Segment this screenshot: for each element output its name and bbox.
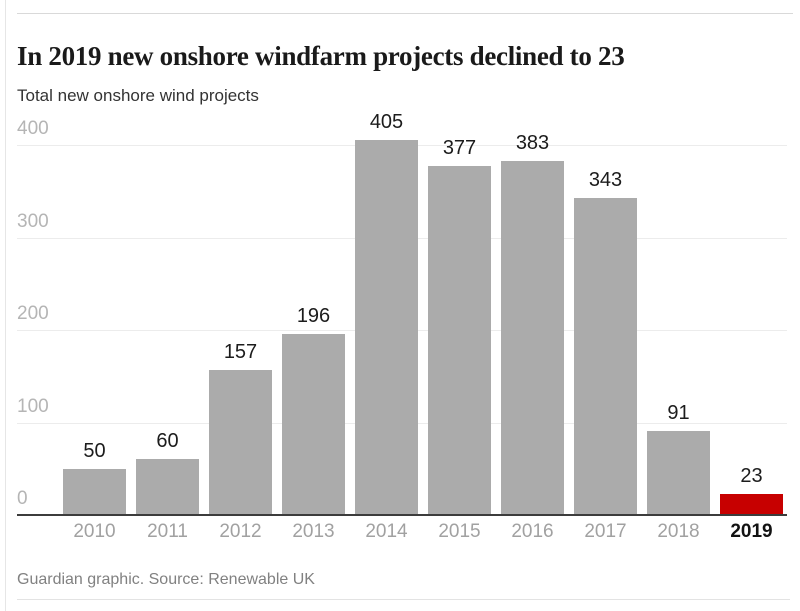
bar-2014 — [355, 140, 418, 515]
x-tick-label-2013: 2013 — [292, 521, 335, 542]
left-border-rule — [5, 0, 6, 611]
x-tick-label-2012: 2012 — [219, 521, 262, 542]
top-divider-rule — [17, 13, 793, 14]
bar-value-label-2012: 157 — [223, 341, 258, 363]
y-tick-label-400: 400 — [17, 118, 49, 139]
bar-2017 — [574, 198, 637, 515]
chart-subtitle: Total new onshore wind projects — [17, 86, 259, 105]
y-tick-label-0: 0 — [17, 488, 28, 509]
bar-value-label-2014: 405 — [369, 111, 404, 133]
bar-value-label-2015: 377 — [442, 137, 477, 159]
x-tick-label-2016: 2016 — [511, 521, 554, 542]
x-tick-label-2015: 2015 — [438, 521, 481, 542]
bar-value-label-2017: 343 — [588, 169, 623, 191]
bar-2013 — [282, 334, 345, 515]
bar-2019 — [720, 494, 783, 515]
bottom-divider-rule — [17, 599, 790, 600]
bar-value-label-2019: 23 — [740, 465, 763, 487]
bar-value-label-2016: 383 — [515, 132, 550, 154]
x-axis-line — [17, 514, 787, 516]
bar-2015 — [428, 166, 491, 515]
bar-value-label-2011: 60 — [156, 430, 179, 452]
x-tick-label-2017: 2017 — [584, 521, 627, 542]
bar-value-label-2010: 50 — [83, 440, 106, 462]
bar-2012 — [209, 370, 272, 515]
x-tick-label-2011: 2011 — [147, 521, 188, 542]
x-tick-label-2014: 2014 — [365, 521, 408, 542]
chart-title: In 2019 new onshore windfarm projects de… — [17, 41, 625, 72]
bar-2011 — [136, 459, 199, 515]
y-tick-label-200: 200 — [17, 303, 49, 324]
bar-2018 — [647, 431, 710, 515]
x-tick-label-2018: 2018 — [657, 521, 700, 542]
bar-value-label-2013: 196 — [296, 305, 331, 327]
bar-2010 — [63, 469, 126, 515]
x-tick-label-2010: 2010 — [73, 521, 116, 542]
y-tick-label-100: 100 — [17, 395, 49, 417]
source-credit: Guardian graphic. Source: Renewable UK — [17, 571, 315, 588]
x-tick-label-2019: 2019 — [730, 521, 773, 542]
bar-2016 — [501, 161, 564, 515]
y-tick-label-300: 300 — [17, 210, 49, 232]
bar-value-label-2018: 91 — [667, 402, 690, 424]
